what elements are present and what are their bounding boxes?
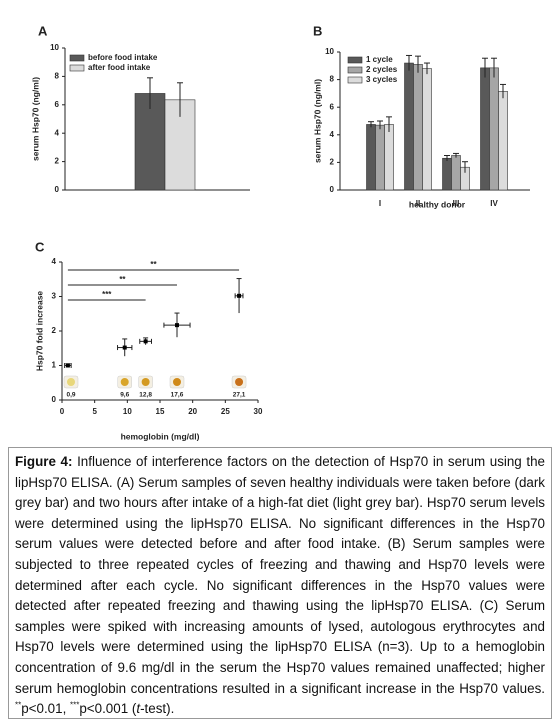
sample-drop [141, 378, 150, 386]
sample-drop [235, 378, 244, 386]
y-tick-label: 10 [325, 47, 334, 56]
y-tick-label: 4 [55, 128, 60, 137]
legend-label: 3 cycles [366, 75, 398, 84]
bar [404, 62, 414, 191]
y-tick-label: 6 [55, 100, 60, 109]
x-tick-label: 20 [188, 407, 197, 416]
bar [498, 91, 508, 191]
legend-swatch [69, 64, 85, 72]
sample-label: 17,6 [171, 392, 184, 399]
point [174, 323, 179, 328]
y-tick-label: 4 [330, 130, 335, 139]
x-axis-label: healthy donor [409, 199, 466, 209]
bar [422, 68, 432, 191]
caption-sup: ** [15, 700, 22, 710]
y-axis-label: serum Hsp70 (ng/ml) [30, 77, 40, 161]
bar [451, 155, 461, 191]
y-tick-label: 8 [330, 75, 335, 84]
y-tick-label: 0 [330, 185, 335, 194]
caption: Figure 4: Influence of interference fact… [8, 447, 552, 719]
panel-letter: A [38, 23, 48, 38]
significance-label: *** [102, 290, 112, 299]
sample-drop [172, 378, 181, 386]
caption-text: -test). [140, 701, 175, 717]
panel-letter: C [35, 239, 45, 254]
y-tick-label: 10 [50, 43, 59, 52]
x-tick-label: 15 [156, 407, 165, 416]
caption-italic: t [136, 701, 141, 717]
bar [384, 124, 394, 191]
legend-swatch [69, 54, 85, 62]
sample-drop [120, 378, 129, 386]
point [237, 293, 242, 298]
y-tick-label: 0 [55, 185, 60, 194]
y-tick-label: 1 [52, 361, 57, 370]
x-tick-label: III [453, 199, 460, 208]
bar [413, 64, 423, 191]
y-tick-label: 6 [330, 102, 335, 111]
x-tick-label: II [416, 199, 420, 208]
y-tick-label: 2 [330, 158, 335, 167]
sample-label: 0,9 [66, 392, 75, 399]
bar [366, 124, 376, 191]
caption-text: p<0.01, [21, 701, 71, 717]
x-tick-label: 30 [254, 407, 263, 416]
x-tick-label: I [379, 199, 381, 208]
panel-letter: B [313, 23, 322, 38]
y-tick-label: 0 [52, 395, 57, 404]
bar [375, 124, 385, 191]
bar [442, 157, 452, 191]
legend-swatch [347, 66, 363, 74]
significance-label: ** [150, 260, 157, 269]
y-tick-label: 8 [55, 72, 60, 81]
x-axis-label: hemoglobin (mg/dl) [121, 431, 200, 441]
y-tick-label: 2 [55, 157, 60, 166]
legend-label: before food intake [88, 53, 158, 62]
point [122, 345, 127, 350]
y-axis-label: Hsp70 fold increase [34, 291, 44, 372]
legend-label: 1 cycle [366, 55, 393, 64]
bar [489, 67, 499, 191]
sample-label: 27,1 [233, 392, 246, 399]
sample-drop [67, 378, 75, 386]
legend-swatch [347, 76, 363, 84]
legend-label: after food intake [88, 63, 151, 72]
y-tick-label: 4 [52, 257, 57, 266]
legend-label: 2 cycles [366, 65, 398, 74]
legend-swatch [347, 56, 363, 64]
sample-label: 12,8 [139, 392, 152, 399]
x-tick-label: IV [490, 199, 498, 208]
y-tick-label: 2 [52, 326, 57, 335]
point [143, 339, 148, 344]
x-tick-label: 25 [221, 407, 230, 416]
bar [134, 93, 166, 191]
caption-text: Influence of interference factors on the… [15, 454, 545, 696]
x-tick-label: 0 [60, 407, 65, 416]
significance-label: ** [119, 275, 126, 284]
caption-text: p<0.001 ( [79, 701, 137, 717]
caption-label: Figure 4: [15, 454, 73, 469]
y-axis-label: serum Hsp70 (ng/ml) [312, 79, 322, 163]
bar [480, 67, 490, 191]
point [65, 363, 70, 368]
caption-sup: *** [70, 700, 80, 710]
x-tick-label: 5 [92, 407, 97, 416]
sample-label: 9,6 [120, 392, 129, 399]
x-tick-label: 10 [123, 407, 132, 416]
y-tick-label: 3 [52, 292, 57, 301]
